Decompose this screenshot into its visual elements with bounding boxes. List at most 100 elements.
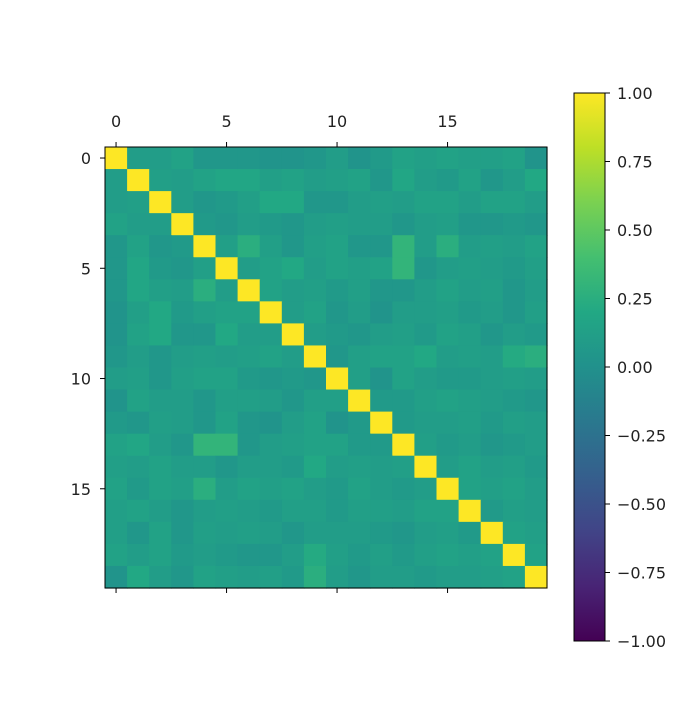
heatmap-cell bbox=[392, 499, 415, 523]
heatmap-cell bbox=[105, 389, 128, 413]
heatmap-cell bbox=[414, 235, 438, 258]
heatmap-cell bbox=[281, 235, 305, 258]
heatmap-cell bbox=[105, 345, 128, 369]
heatmap-cell bbox=[149, 477, 172, 501]
heatmap-cell bbox=[303, 279, 327, 302]
heatmap-cell bbox=[237, 477, 261, 501]
x-tick-label: 5 bbox=[221, 112, 231, 131]
heatmap-cell bbox=[458, 455, 482, 479]
heatmap-cell bbox=[259, 257, 283, 280]
heatmap-cell bbox=[281, 565, 305, 589]
heatmap-cell bbox=[480, 411, 504, 435]
heatmap-cell bbox=[127, 323, 150, 347]
heatmap-cell bbox=[171, 323, 194, 347]
heatmap-cell bbox=[370, 367, 393, 391]
heatmap-cell bbox=[193, 543, 217, 567]
heatmap-cell bbox=[458, 323, 482, 347]
heatmap-cell bbox=[392, 323, 415, 347]
heatmap-cell bbox=[436, 499, 460, 523]
heatmap-cell bbox=[105, 455, 128, 479]
heatmap-cell bbox=[370, 147, 393, 170]
heatmap-cell bbox=[105, 521, 128, 545]
heatmap-cell bbox=[303, 477, 327, 501]
heatmap-cell bbox=[149, 323, 172, 347]
heatmap-cell bbox=[326, 213, 349, 236]
heatmap-cell bbox=[127, 257, 150, 280]
heatmap-cell bbox=[436, 169, 460, 192]
heatmap-cell bbox=[215, 235, 239, 258]
heatmap-cell bbox=[326, 323, 349, 347]
heatmap-cell bbox=[326, 477, 349, 501]
heatmap-cell bbox=[370, 411, 393, 435]
heatmap-cell bbox=[326, 147, 349, 170]
heatmap-cell bbox=[303, 433, 327, 457]
heatmap-cell bbox=[215, 543, 239, 567]
heatmap-cell bbox=[171, 565, 194, 589]
heatmap-cell bbox=[458, 543, 482, 567]
heatmap-cell bbox=[370, 257, 393, 280]
heatmap-cell bbox=[259, 345, 283, 369]
heatmap-cell bbox=[436, 235, 460, 258]
heatmap-cell bbox=[524, 565, 548, 589]
heatmap-cell bbox=[392, 235, 415, 258]
heatmap-cell bbox=[127, 411, 150, 435]
heatmap-cell bbox=[524, 389, 548, 413]
heatmap-cell bbox=[127, 235, 150, 258]
heatmap-cell bbox=[237, 213, 261, 236]
heatmap-cell bbox=[259, 169, 283, 192]
heatmap-cell bbox=[414, 433, 438, 457]
heatmap-cell bbox=[480, 433, 504, 457]
heatmap-cell bbox=[480, 279, 504, 302]
heatmap-cell bbox=[458, 411, 482, 435]
heatmap-cell bbox=[480, 345, 504, 369]
heatmap-cell bbox=[127, 543, 150, 567]
heatmap-cell bbox=[480, 367, 504, 391]
heatmap-cell bbox=[259, 411, 283, 435]
heatmap-cell bbox=[458, 565, 482, 589]
heatmap-cell bbox=[370, 499, 393, 523]
heatmap-cell bbox=[303, 521, 327, 545]
heatmap-cell bbox=[259, 191, 283, 214]
heatmap-cell bbox=[149, 411, 172, 435]
heatmap-cell bbox=[348, 565, 371, 589]
heatmap-cell bbox=[326, 521, 349, 545]
heatmap-cell bbox=[127, 169, 150, 192]
heatmap-cell bbox=[193, 235, 217, 258]
heatmap-cell bbox=[215, 279, 239, 302]
heatmap-cell bbox=[105, 213, 128, 236]
heatmap-cell bbox=[502, 345, 526, 369]
heatmap-cell bbox=[524, 301, 548, 324]
heatmap-cell bbox=[215, 521, 239, 545]
heatmap-cells bbox=[105, 147, 548, 589]
heatmap-cell bbox=[259, 499, 283, 523]
heatmap-cell bbox=[105, 499, 128, 523]
heatmap-cell bbox=[171, 367, 194, 391]
heatmap-cell bbox=[480, 257, 504, 280]
x-axis-bottom-ticks bbox=[115, 588, 449, 593]
heatmap-cell bbox=[524, 257, 548, 280]
heatmap-cell bbox=[414, 147, 438, 170]
heatmap-cell bbox=[414, 301, 438, 324]
heatmap-cell bbox=[237, 543, 261, 567]
heatmap-cell bbox=[326, 565, 349, 589]
heatmap-cell bbox=[193, 279, 217, 302]
heatmap-cell bbox=[193, 411, 217, 435]
heatmap-cell bbox=[149, 191, 172, 214]
heatmap-cell bbox=[281, 279, 305, 302]
heatmap-cell bbox=[392, 213, 415, 236]
heatmap-cell bbox=[458, 345, 482, 369]
heatmap-cell bbox=[281, 411, 305, 435]
heatmap-cell bbox=[193, 147, 217, 170]
heatmap-cell bbox=[127, 213, 150, 236]
colorbar-tick-label: 0.25 bbox=[617, 290, 653, 309]
heatmap-cell bbox=[524, 521, 548, 545]
heatmap-cell bbox=[326, 543, 349, 567]
heatmap-cell bbox=[149, 169, 172, 192]
heatmap-cell bbox=[237, 323, 261, 347]
heatmap-cell bbox=[215, 455, 239, 479]
heatmap-cell bbox=[370, 323, 393, 347]
heatmap-cell bbox=[502, 367, 526, 391]
heatmap-cell bbox=[370, 433, 393, 457]
heatmap-cell bbox=[215, 147, 239, 170]
heatmap-cell bbox=[458, 169, 482, 192]
